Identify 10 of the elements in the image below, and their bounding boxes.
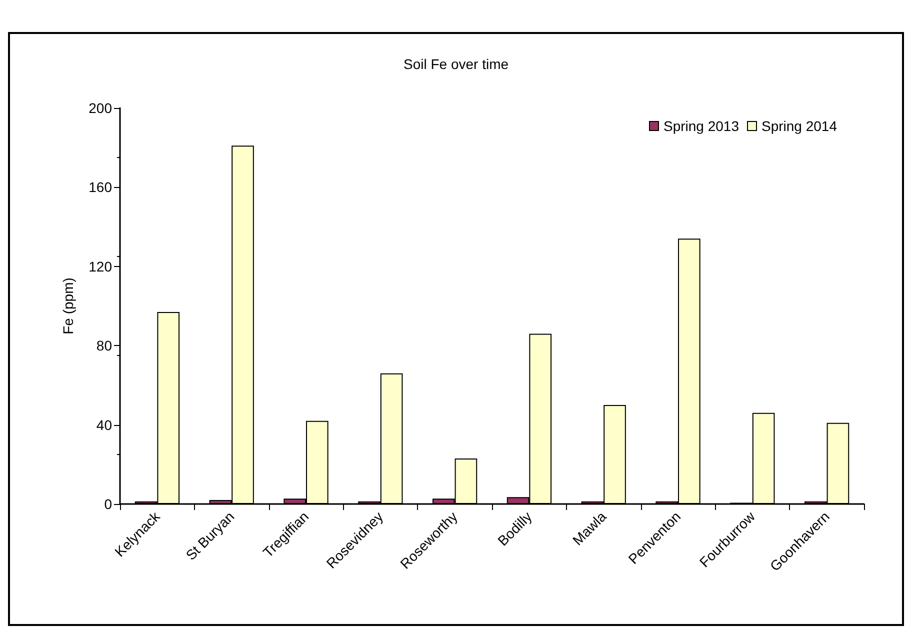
y-tick-label: 200 <box>88 100 112 116</box>
legend-label: Spring 2014 <box>761 118 838 134</box>
y-tick-label: 40 <box>96 416 112 433</box>
chart-title: Soil Fe over time <box>403 56 509 72</box>
y-axis-title: Fe (ppm) <box>60 278 76 334</box>
y-tick-label: 0 <box>104 496 112 512</box>
legend-label: Spring 2013 <box>663 118 740 134</box>
y-tick-label: 120 <box>88 258 112 274</box>
y-tick-label: 160 <box>88 179 112 196</box>
y-tick-label: 80 <box>96 338 112 354</box>
